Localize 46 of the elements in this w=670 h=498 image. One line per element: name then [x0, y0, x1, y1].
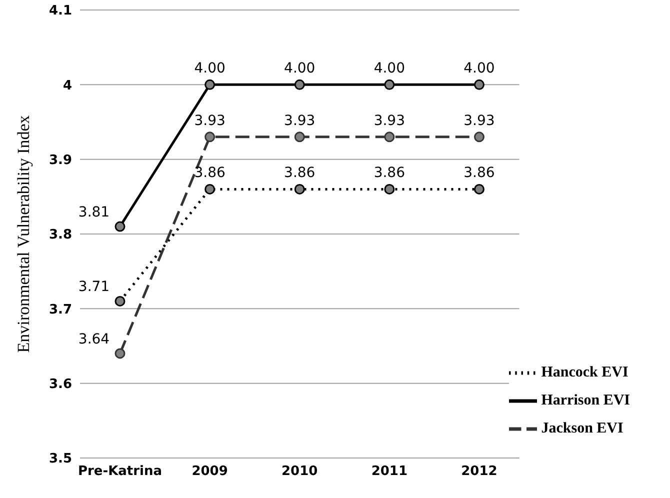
point — [474, 132, 484, 142]
legend-label: Jackson EVI — [541, 420, 624, 436]
point — [294, 132, 305, 142]
point — [384, 132, 395, 142]
point — [114, 296, 126, 306]
y-tick-label: 3.8 — [48, 228, 72, 243]
y-axis-title: Environmental Vulnerability Index — [14, 114, 34, 353]
point — [384, 79, 395, 90]
point — [204, 184, 216, 194]
x-tick-label: 2009 — [192, 464, 228, 480]
x-tick-label: 2012 — [461, 464, 498, 480]
point — [204, 132, 216, 142]
point — [114, 348, 126, 359]
data-label: 3.86 — [374, 165, 406, 182]
x-tick-label: 2010 — [282, 464, 318, 480]
y-tick-label: 3.5 — [48, 452, 72, 467]
legend-label: Hancock EVI — [541, 364, 628, 380]
data-label: 3.86 — [194, 165, 226, 182]
point — [294, 184, 305, 194]
data-label: 4.00 — [284, 60, 316, 77]
data-label: 3.86 — [284, 165, 316, 182]
data-label: 4.00 — [374, 60, 406, 77]
data-label: 4.00 — [194, 60, 226, 77]
point — [474, 79, 484, 90]
data-label: 3.71 — [78, 279, 110, 296]
y-tick-label: 3.7 — [48, 302, 72, 318]
point — [294, 79, 305, 90]
y-tick-label: 3.9 — [48, 152, 72, 168]
data-label: 3.86 — [464, 165, 495, 182]
data-label: 3.93 — [194, 112, 226, 129]
data-label: 3.93 — [284, 112, 316, 129]
data-label: 3.81 — [78, 204, 110, 221]
data-label: 3.93 — [464, 112, 495, 129]
data-label: 4.00 — [464, 60, 495, 77]
y-tick-label: 4 — [62, 78, 72, 94]
x-tick-label: 2011 — [371, 464, 408, 480]
x-tick-label: Pre-Katrina — [78, 464, 162, 480]
data-label: 3.93 — [374, 112, 406, 129]
point — [384, 184, 395, 194]
point — [474, 184, 484, 194]
y-tick-label: 4.1 — [48, 4, 72, 19]
y-tick-label: 3.6 — [48, 376, 72, 392]
point — [114, 221, 126, 232]
data-label: 3.64 — [78, 331, 110, 348]
legend-label: Harrison EVI — [541, 392, 630, 408]
point — [204, 79, 216, 90]
